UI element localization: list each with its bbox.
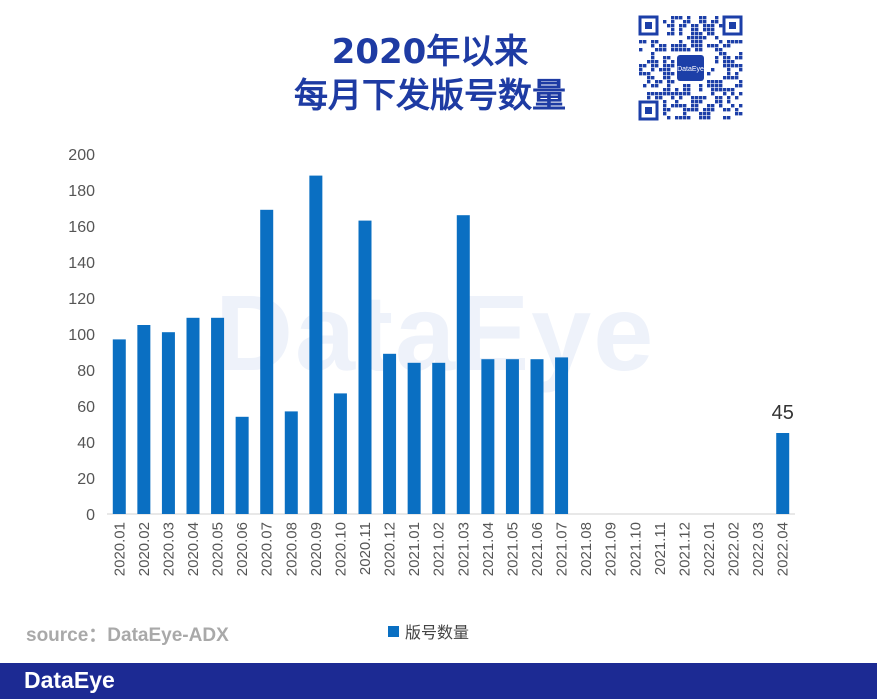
- bar: [112, 339, 126, 514]
- y-tick-label: 180: [68, 183, 95, 200]
- y-tick-label: 140: [68, 255, 95, 272]
- qr-finder-top-right: [722, 15, 743, 36]
- chart-title: 2020年以来 每月下发版号数量: [170, 30, 690, 118]
- x-tick-label: 2020.06: [234, 522, 251, 576]
- bar: [211, 317, 225, 514]
- y-tick-label: 80: [77, 363, 95, 380]
- x-tick-label: 2021.10: [627, 522, 644, 576]
- x-tick-label: 2022.01: [701, 522, 718, 576]
- qr-code: DataEye: [638, 15, 743, 121]
- x-tick-label: 2020.01: [111, 522, 128, 576]
- qr-finder-top-left: [638, 15, 659, 36]
- y-tick-label: 60: [77, 399, 95, 416]
- bar: [235, 416, 249, 514]
- bar: [530, 359, 544, 514]
- footer-logo: DataEye: [24, 667, 115, 693]
- x-tick-label: 2020.10: [332, 522, 349, 576]
- qr-center-text: DataEye: [677, 66, 704, 73]
- x-tick-label: 2020.05: [210, 522, 227, 576]
- bar: [161, 332, 175, 514]
- legend: 版号数量: [388, 619, 469, 643]
- x-tick-label: 2020.12: [382, 522, 399, 576]
- x-tick-label: 2021.06: [529, 522, 546, 576]
- y-axis-ticks: 0 20 40 60 80 100 120 140 160 180 200: [68, 147, 95, 524]
- legend-swatch: [388, 625, 399, 637]
- bar: [407, 362, 421, 514]
- data-label: 45: [772, 402, 794, 424]
- source-note: source：DataEye-ADX: [26, 625, 229, 646]
- bar: [481, 359, 495, 514]
- y-tick-label: 120: [68, 291, 95, 308]
- x-tick-label: 2020.09: [308, 522, 325, 576]
- x-tick-label: 2021.07: [554, 522, 571, 576]
- footer-bar: DataEye: [0, 663, 877, 699]
- x-tick-label: 2022.03: [750, 522, 767, 576]
- x-tick-label: 2021.04: [480, 522, 497, 576]
- qr-center-logo: [677, 55, 704, 81]
- qr-finder-bottom-left: [638, 100, 659, 121]
- x-tick-label: 2020.02: [136, 522, 153, 576]
- bar: [260, 209, 274, 515]
- x-tick-label: 2020.11: [357, 522, 374, 575]
- y-tick-label: 0: [86, 507, 95, 524]
- x-axis-ticks: 2020.01 2020.02 2020.03 2020.04 2020.05 2020.…: [111, 522, 791, 576]
- y-tick-label: 20: [77, 471, 95, 488]
- bars: [112, 175, 790, 515]
- qr-finder-top-left-core: [645, 22, 652, 29]
- bar: [776, 433, 790, 514]
- bar: [505, 359, 519, 514]
- bar: [555, 357, 569, 514]
- x-tick-label: 2021.09: [603, 522, 620, 576]
- qr-finder-bottom-left-core: [645, 107, 652, 114]
- title-line-2: 每月下发版号数量: [294, 76, 566, 116]
- y-tick-label: 100: [68, 327, 95, 344]
- y-tick-label: 160: [68, 219, 95, 236]
- x-tick-label: 2021.11: [652, 522, 669, 575]
- legend-label: 版号数量: [405, 623, 470, 642]
- y-tick-label: 40: [77, 435, 95, 452]
- x-tick-label: 2021.12: [676, 522, 693, 576]
- x-tick-label: 2020.04: [185, 522, 202, 576]
- bar: [456, 215, 470, 514]
- data-labels: 45: [772, 402, 794, 424]
- bar: [383, 353, 397, 514]
- x-tick-label: 2020.07: [259, 522, 276, 576]
- bar: [432, 362, 446, 514]
- qr-modules: [639, 16, 743, 120]
- bar: [333, 393, 347, 514]
- x-tick-label: 2021.01: [406, 522, 423, 576]
- bar: [186, 317, 200, 514]
- x-tick-label: 2020.08: [283, 522, 300, 576]
- x-tick-label: 2020.03: [160, 522, 177, 576]
- x-tick-label: 2022.02: [726, 522, 743, 576]
- bar: [358, 220, 372, 514]
- bar: [309, 175, 323, 514]
- x-tick-label: 2021.03: [455, 522, 472, 576]
- title-line-1: 2020年以来: [331, 32, 529, 72]
- bar: [137, 325, 151, 514]
- x-tick-label: 2021.02: [431, 522, 448, 576]
- qr-finder-top-right-core: [729, 22, 736, 29]
- x-tick-label: 2021.08: [578, 522, 595, 576]
- x-tick-label: 2021.05: [504, 522, 521, 576]
- x-tick-label: 2022.04: [775, 522, 792, 576]
- y-tick-label: 200: [68, 147, 95, 164]
- bar: [284, 411, 298, 514]
